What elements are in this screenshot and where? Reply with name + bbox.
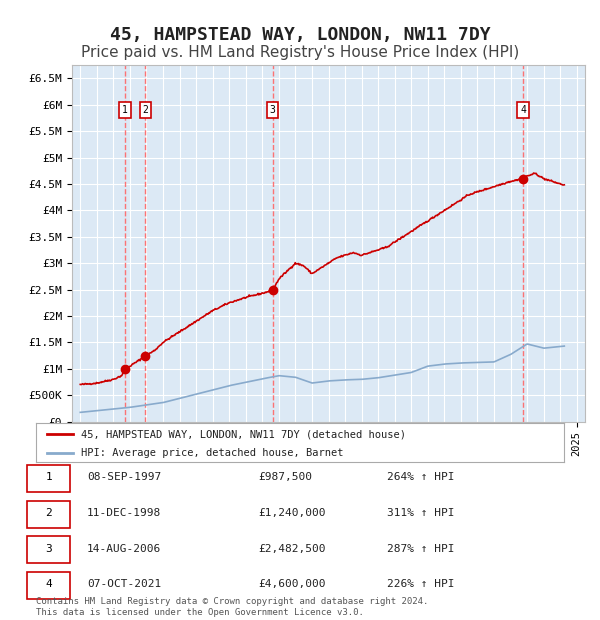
Text: 1: 1 xyxy=(122,105,128,115)
Text: 4: 4 xyxy=(520,105,526,115)
Text: 264% ↑ HPI: 264% ↑ HPI xyxy=(387,472,455,482)
Text: £4,600,000: £4,600,000 xyxy=(258,579,325,590)
Text: 4: 4 xyxy=(45,579,52,590)
Text: £1,240,000: £1,240,000 xyxy=(258,508,325,518)
Text: 14-AUG-2006: 14-AUG-2006 xyxy=(87,544,161,554)
FancyBboxPatch shape xyxy=(27,536,70,564)
Text: 45, HAMPSTEAD WAY, LONDON, NW11 7DY: 45, HAMPSTEAD WAY, LONDON, NW11 7DY xyxy=(110,26,490,44)
Text: 287% ↑ HPI: 287% ↑ HPI xyxy=(387,544,455,554)
Text: 226% ↑ HPI: 226% ↑ HPI xyxy=(387,579,455,590)
Text: Price paid vs. HM Land Registry's House Price Index (HPI): Price paid vs. HM Land Registry's House … xyxy=(81,45,519,60)
Text: 3: 3 xyxy=(269,105,275,115)
Text: 1: 1 xyxy=(45,472,52,482)
Text: 11-DEC-1998: 11-DEC-1998 xyxy=(87,508,161,518)
Text: Contains HM Land Registry data © Crown copyright and database right 2024.
This d: Contains HM Land Registry data © Crown c… xyxy=(36,598,428,617)
Text: HPI: Average price, detached house, Barnet: HPI: Average price, detached house, Barn… xyxy=(81,448,343,458)
FancyBboxPatch shape xyxy=(27,501,70,528)
Text: £2,482,500: £2,482,500 xyxy=(258,544,325,554)
Text: 45, HAMPSTEAD WAY, LONDON, NW11 7DY (detached house): 45, HAMPSTEAD WAY, LONDON, NW11 7DY (det… xyxy=(81,429,406,439)
FancyBboxPatch shape xyxy=(27,572,70,599)
Text: 2: 2 xyxy=(45,508,52,518)
Text: £987,500: £987,500 xyxy=(258,472,312,482)
Text: 3: 3 xyxy=(45,544,52,554)
Text: 07-OCT-2021: 07-OCT-2021 xyxy=(87,579,161,590)
Text: 2: 2 xyxy=(143,105,148,115)
FancyBboxPatch shape xyxy=(27,465,70,492)
Text: 311% ↑ HPI: 311% ↑ HPI xyxy=(387,508,455,518)
Text: 08-SEP-1997: 08-SEP-1997 xyxy=(87,472,161,482)
